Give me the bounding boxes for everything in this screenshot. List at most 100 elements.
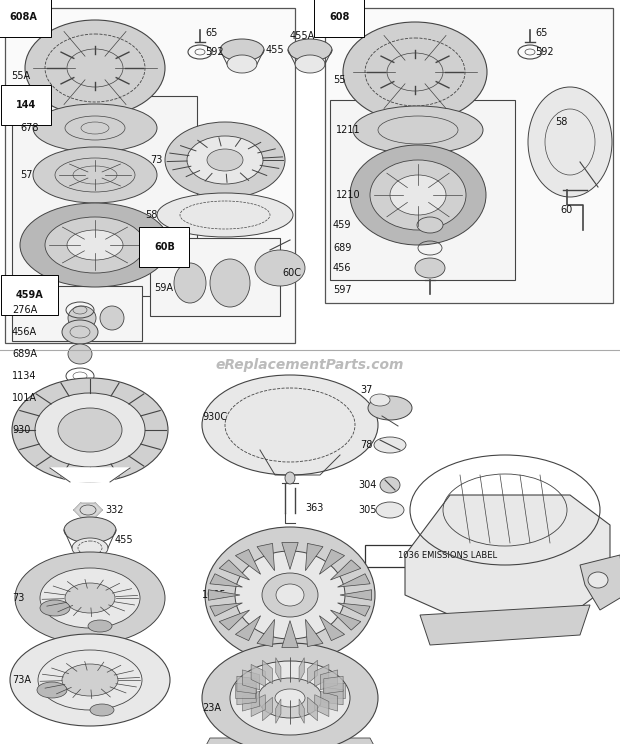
Ellipse shape bbox=[415, 258, 445, 278]
Text: 689: 689 bbox=[333, 243, 352, 253]
Polygon shape bbox=[420, 605, 590, 645]
Ellipse shape bbox=[45, 217, 145, 273]
Polygon shape bbox=[306, 543, 323, 571]
Ellipse shape bbox=[288, 39, 332, 61]
Ellipse shape bbox=[285, 472, 295, 484]
Polygon shape bbox=[210, 603, 242, 616]
Polygon shape bbox=[257, 619, 275, 647]
Ellipse shape bbox=[295, 55, 325, 73]
Ellipse shape bbox=[588, 572, 608, 588]
Text: 276A: 276A bbox=[12, 305, 37, 315]
Ellipse shape bbox=[10, 634, 170, 726]
Text: 597: 597 bbox=[333, 285, 352, 295]
Ellipse shape bbox=[15, 552, 165, 644]
Text: 101A: 101A bbox=[12, 393, 37, 403]
Text: 37: 37 bbox=[360, 385, 373, 395]
Text: 73: 73 bbox=[150, 155, 162, 165]
Ellipse shape bbox=[40, 568, 140, 628]
Ellipse shape bbox=[33, 104, 157, 152]
Ellipse shape bbox=[276, 584, 304, 606]
Polygon shape bbox=[330, 610, 361, 630]
Polygon shape bbox=[251, 664, 265, 686]
Text: 58: 58 bbox=[555, 117, 567, 127]
Ellipse shape bbox=[343, 22, 487, 122]
Text: 1005: 1005 bbox=[202, 590, 227, 600]
Ellipse shape bbox=[165, 122, 285, 198]
Text: 65: 65 bbox=[535, 28, 547, 38]
Text: eReplacementParts.com: eReplacementParts.com bbox=[216, 358, 404, 372]
Text: 455: 455 bbox=[266, 45, 285, 55]
Polygon shape bbox=[242, 691, 260, 711]
Text: 456: 456 bbox=[333, 263, 352, 273]
Bar bbox=[150, 238, 280, 316]
Ellipse shape bbox=[174, 263, 206, 303]
Polygon shape bbox=[276, 699, 281, 723]
Text: 930: 930 bbox=[12, 425, 30, 435]
Ellipse shape bbox=[202, 643, 378, 744]
Polygon shape bbox=[208, 590, 240, 600]
Bar bbox=[12, 96, 197, 296]
Ellipse shape bbox=[374, 437, 406, 453]
Polygon shape bbox=[306, 619, 323, 647]
Text: 689A: 689A bbox=[12, 349, 37, 359]
Text: 678: 678 bbox=[20, 123, 38, 133]
Ellipse shape bbox=[25, 20, 165, 116]
Text: 59A: 59A bbox=[154, 283, 173, 293]
Polygon shape bbox=[236, 616, 260, 641]
Ellipse shape bbox=[380, 477, 400, 493]
Polygon shape bbox=[340, 590, 371, 600]
Text: 456A: 456A bbox=[12, 327, 37, 337]
Ellipse shape bbox=[38, 650, 142, 710]
Text: 455A: 455A bbox=[290, 31, 315, 41]
Polygon shape bbox=[299, 699, 304, 723]
Polygon shape bbox=[308, 660, 317, 684]
Ellipse shape bbox=[72, 538, 108, 558]
Polygon shape bbox=[315, 664, 329, 686]
Text: 592: 592 bbox=[205, 47, 224, 57]
Bar bbox=[12, 286, 142, 341]
Text: 60C: 60C bbox=[282, 268, 301, 278]
Polygon shape bbox=[257, 543, 275, 571]
Polygon shape bbox=[235, 683, 255, 698]
Ellipse shape bbox=[220, 39, 264, 61]
Text: 60B: 60B bbox=[154, 242, 175, 252]
Polygon shape bbox=[325, 683, 345, 698]
Ellipse shape bbox=[370, 394, 390, 406]
Ellipse shape bbox=[417, 217, 443, 233]
Ellipse shape bbox=[100, 306, 124, 330]
Polygon shape bbox=[337, 603, 370, 616]
Polygon shape bbox=[202, 738, 378, 744]
Polygon shape bbox=[324, 676, 343, 693]
Text: 930C: 930C bbox=[202, 412, 227, 422]
Ellipse shape bbox=[205, 527, 375, 663]
Polygon shape bbox=[299, 658, 304, 682]
Ellipse shape bbox=[187, 136, 263, 184]
Ellipse shape bbox=[157, 193, 293, 237]
Polygon shape bbox=[321, 691, 338, 711]
Text: 144: 144 bbox=[16, 100, 36, 110]
Ellipse shape bbox=[376, 502, 404, 518]
Ellipse shape bbox=[58, 408, 122, 452]
Text: 73A: 73A bbox=[12, 675, 31, 685]
Polygon shape bbox=[308, 697, 317, 721]
Ellipse shape bbox=[230, 661, 350, 735]
Ellipse shape bbox=[235, 551, 345, 639]
Polygon shape bbox=[236, 549, 260, 574]
Text: 363: 363 bbox=[305, 503, 324, 513]
Polygon shape bbox=[580, 555, 620, 610]
Text: 1134: 1134 bbox=[12, 371, 37, 381]
Ellipse shape bbox=[262, 573, 318, 617]
Ellipse shape bbox=[353, 106, 483, 154]
Ellipse shape bbox=[40, 600, 70, 616]
Ellipse shape bbox=[37, 682, 67, 698]
Text: 332: 332 bbox=[105, 505, 123, 515]
Ellipse shape bbox=[202, 375, 378, 475]
Polygon shape bbox=[324, 687, 343, 705]
Ellipse shape bbox=[90, 704, 114, 716]
Polygon shape bbox=[262, 660, 273, 684]
Ellipse shape bbox=[62, 664, 118, 696]
Text: 1210: 1210 bbox=[336, 190, 361, 200]
Text: 305: 305 bbox=[358, 505, 376, 515]
Ellipse shape bbox=[65, 583, 115, 613]
Ellipse shape bbox=[64, 517, 116, 543]
